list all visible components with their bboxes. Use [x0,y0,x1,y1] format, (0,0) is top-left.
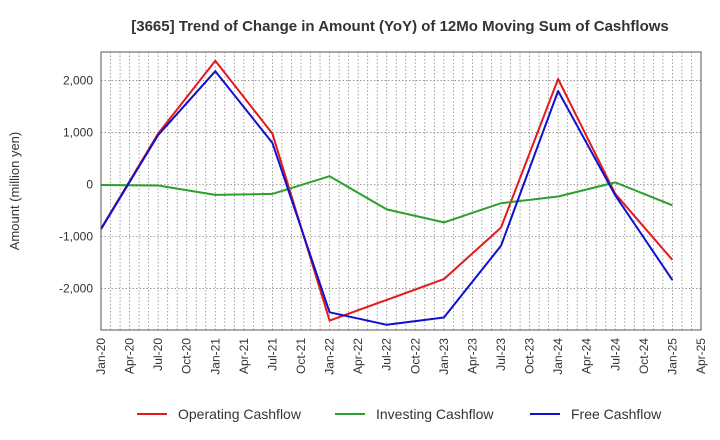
x-tick-label: Jan-20 [94,338,108,375]
x-tick-label: Oct-24 [637,338,651,374]
x-tick-label: Jan-24 [551,338,565,375]
x-tick-label: Oct-21 [294,338,308,374]
x-tick-label: Jan-25 [665,338,679,375]
x-tick-label: Apr-20 [123,338,137,374]
y-tick-label: 2,000 [63,74,93,88]
x-tick-label: Jul-22 [380,338,394,371]
x-tick-label: Apr-22 [351,338,365,374]
x-tick-label: Jul-21 [265,338,279,371]
x-tick-label: Oct-22 [408,338,422,374]
y-tick-labels: -2,000 -1,000 0 1,000 2,000 [59,74,93,296]
cashflow-chart: [3665] Trend of Change in Amount (YoY) o… [0,0,720,440]
chart-title: [3665] Trend of Change in Amount (YoY) o… [131,18,669,35]
legend-label: Investing Cashflow [376,406,494,422]
x-tick-label: Apr-25 [694,338,708,374]
legend-item-investing-cashflow: Investing Cashflow [335,406,494,422]
legend-item-operating-cashflow: Operating Cashflow [137,406,302,422]
x-tick-label: Jan-22 [323,338,337,375]
x-tick-label: Jul-24 [608,338,622,371]
x-tick-label: Oct-23 [523,338,537,374]
x-tick-label: Apr-24 [580,338,594,374]
x-tick-label: Jan-21 [208,338,222,375]
x-tick-label: Apr-21 [237,338,251,374]
legend-item-free-cashflow: Free Cashflow [530,406,662,422]
y-axis-label: Amount (million yen) [7,132,22,251]
legend-label: Free Cashflow [571,406,662,422]
x-tick-label: Oct-20 [180,338,194,374]
y-tick-label: 0 [86,178,93,192]
x-tick-label: Apr-23 [465,338,479,374]
x-tick-label: Jul-23 [494,338,508,371]
legend-label: Operating Cashflow [178,406,302,422]
y-tick-label: 1,000 [63,126,93,140]
y-tick-label: -2,000 [59,281,93,295]
x-tick-label: Jan-23 [437,338,451,375]
legend: Operating Cashflow Investing Cashflow Free… [137,406,662,422]
x-tick-label: Jul-20 [151,338,165,371]
x-tick-labels: Jan-20 Apr-20 Jul-20 Oct-20 Jan-21 Apr-21 Jul-… [94,338,708,375]
y-tick-label: -1,000 [59,229,93,243]
